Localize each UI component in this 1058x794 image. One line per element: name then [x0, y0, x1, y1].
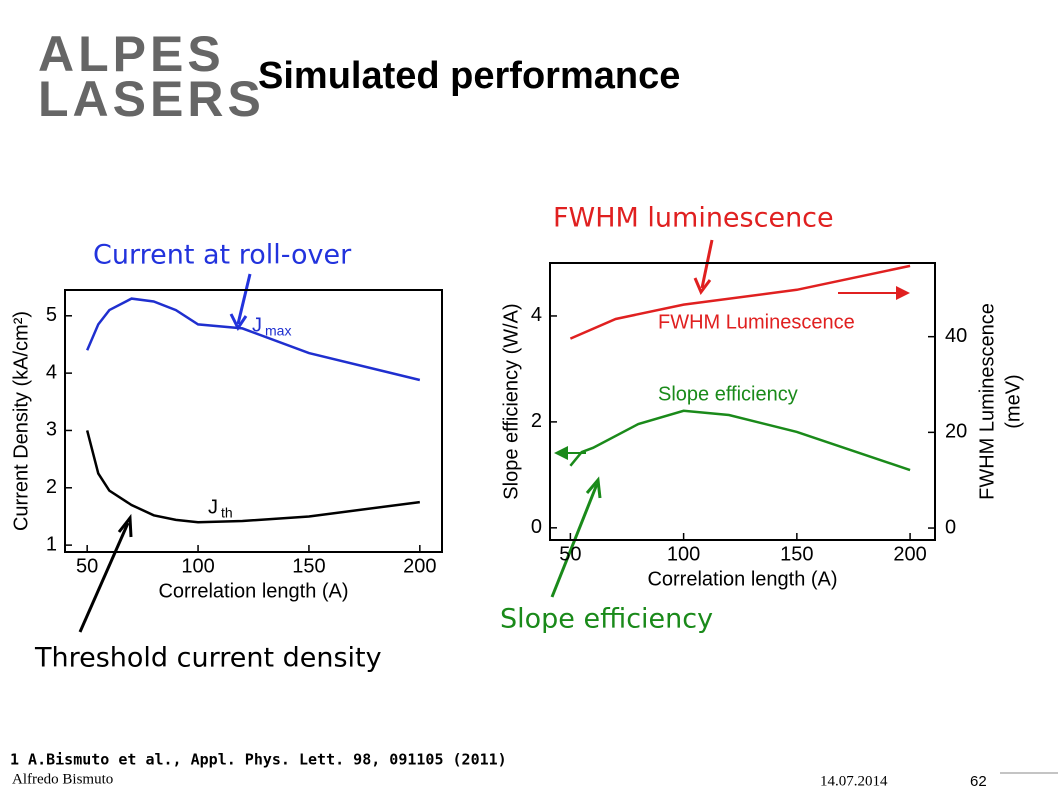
x-tick-label: 200 — [893, 543, 926, 565]
arrow — [78, 522, 130, 633]
x-tick-label: 50 — [76, 555, 98, 577]
author: Alfredo Bismuto — [12, 771, 113, 787]
arrow — [236, 273, 252, 325]
y-tick-label: 5 — [46, 304, 57, 326]
y-tick-label: 3 — [46, 419, 57, 441]
y2-tick-label: 0 — [945, 516, 956, 538]
x-tick-label: 50 — [559, 543, 581, 565]
plot-frame — [549, 262, 936, 541]
annotation: Threshold current density — [34, 643, 382, 674]
x-tick-label: 200 — [403, 555, 436, 577]
y-tick-label: 2 — [46, 476, 57, 498]
x-axis-label: Correlation length (A) — [158, 580, 348, 602]
y-tick-label: 4 — [531, 304, 542, 326]
annotation: Slope efficiency — [500, 604, 713, 635]
y-tick-label: 0 — [531, 516, 542, 538]
y-axis-label: Slope efficiency (W/A) — [500, 303, 522, 499]
x-tick-label: 150 — [292, 555, 325, 577]
series-label-sub: th — [221, 505, 233, 521]
page-number: 62 — [970, 773, 987, 790]
date: 14.07.2014 — [820, 773, 888, 789]
plot-frame — [64, 289, 443, 553]
y-tick-label: 2 — [531, 410, 542, 432]
x-tick-label: 100 — [667, 543, 700, 565]
annotation: Current at roll-over — [93, 240, 352, 271]
arrow-head — [585, 476, 602, 499]
arrow-head — [693, 277, 712, 295]
x-tick-label: 150 — [780, 543, 813, 565]
y2-axis-label: FWHM Luminescence — [976, 303, 998, 500]
x-axis-label: Correlation length (A) — [647, 568, 837, 590]
annotation: FWHM luminescence — [553, 203, 834, 234]
reference: 1 A.Bismuto et al., Appl. Phys. Lett. 98… — [10, 751, 507, 769]
y-tick-label: 4 — [46, 361, 57, 383]
line — [569, 264, 911, 340]
logo: ALPES — [38, 26, 225, 82]
line — [86, 297, 421, 382]
axis-arrow — [554, 446, 568, 460]
series-label: J — [252, 314, 262, 336]
y2-axis-label: (meV) — [1002, 374, 1024, 428]
logo: LASERS — [38, 71, 265, 127]
series-label: Slope efficiency — [658, 383, 798, 405]
series-label: J — [208, 496, 218, 518]
line — [85, 430, 420, 524]
series-label: FWHM Luminescence — [658, 311, 855, 333]
x-tick-label: 100 — [181, 555, 214, 577]
y-tick-label: 1 — [46, 533, 57, 555]
axis-arrow — [896, 286, 910, 300]
y2-tick-label: 40 — [945, 325, 967, 347]
y-axis-label: Current Density (kA/cm²) — [10, 311, 32, 531]
slide-title: Simulated performance — [258, 55, 680, 97]
series-label-sub: max — [265, 323, 291, 339]
y2-tick-label: 20 — [945, 421, 967, 443]
arrow-head — [117, 513, 133, 538]
line — [569, 409, 911, 472]
